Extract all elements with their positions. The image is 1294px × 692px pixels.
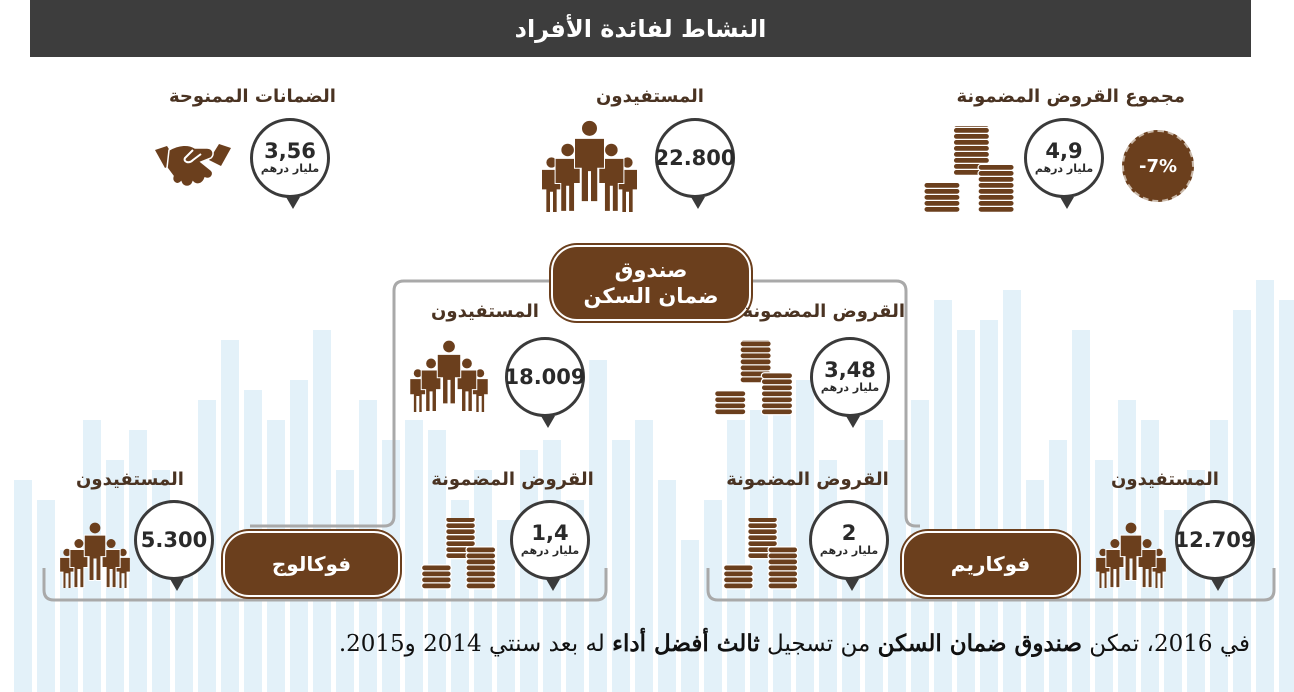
background-bar xyxy=(796,380,814,692)
fogaloge-loans-label: القروض المضمونة xyxy=(431,469,594,490)
change-value: -7% xyxy=(1138,155,1178,177)
fund-beneficiaries-bubble: 18.009 xyxy=(504,337,586,428)
fogarim-beneficiaries-bubble: 12.709 xyxy=(1174,500,1256,591)
background-bar xyxy=(704,500,722,692)
fogarim-loans-value: 2 xyxy=(841,520,857,545)
fogarim-name: فوكاريم xyxy=(950,552,1031,576)
background-bar xyxy=(1256,280,1274,692)
coins-icon xyxy=(722,518,799,590)
fogaloge-loans-value: 1,4 xyxy=(531,520,569,545)
fogarim-loans-unit: مليار درهم xyxy=(819,543,879,557)
page-title: النشاط لفائدة الأفراد xyxy=(30,0,1251,57)
fogaloge-beneficiaries-bubble: 5.300 xyxy=(134,500,214,591)
footer-bold1: صندوق ضمان السكن xyxy=(877,630,1082,657)
handshake-icon xyxy=(155,144,231,188)
fund-beneficiaries-value: 18.009 xyxy=(504,364,586,389)
people-icon xyxy=(542,120,637,212)
background-bar xyxy=(658,480,676,692)
fogarim-pill: فوكاريم xyxy=(902,531,1079,597)
fogarim-loans-bubble: 2 مليار درهم xyxy=(809,500,889,591)
background-bar xyxy=(1279,300,1294,692)
background-bar xyxy=(1233,310,1251,692)
background-bar xyxy=(428,430,446,692)
fogarim-loans-label: القروض المضمونة xyxy=(726,469,889,490)
fund-line2: ضمان السكن xyxy=(583,284,719,308)
fogaloge-loans-bubble: 1,4 مليار درهم xyxy=(510,500,590,591)
background-bar xyxy=(727,420,745,692)
fogarim-beneficiaries-value: 12.709 xyxy=(1174,527,1256,552)
change-badge: -7% xyxy=(1122,130,1194,202)
fund-line1: صندوق xyxy=(614,257,688,282)
background-bar xyxy=(635,420,653,692)
background-bar xyxy=(129,430,147,692)
fund-loans-bubble: 3,48 مليار درهم xyxy=(810,337,890,428)
total-loans-label: مجموع القروض المضمونة xyxy=(956,86,1185,107)
fogaloge-loans-unit: مليار درهم xyxy=(520,543,580,557)
fogaloge-name: فوكالوج xyxy=(271,552,352,576)
background-bar xyxy=(773,400,791,692)
background-bar xyxy=(612,440,630,692)
guarantees-label: الضمانات الممنوحة xyxy=(169,86,336,107)
people-icon xyxy=(60,522,130,588)
background-bar xyxy=(497,520,515,692)
total-loans-bubble: 4,9 مليار درهم xyxy=(1024,118,1104,209)
fund-beneficiaries-label: المستفيدون xyxy=(431,301,539,322)
background-bar xyxy=(221,340,239,692)
fogaloge-beneficiaries-value: 5.300 xyxy=(140,527,208,552)
top-beneficiaries-label: المستفيدون xyxy=(596,86,704,107)
fund-loans-label: القروض المضمونة xyxy=(742,301,905,322)
background-bar xyxy=(681,540,699,692)
fogaloge-pill: فوكالوج xyxy=(223,531,400,597)
footer-part2: من تسجيل xyxy=(759,631,878,657)
background-bar xyxy=(888,440,906,692)
fogarim-beneficiaries-label: المستفيدون xyxy=(1111,469,1219,490)
fogaloge-beneficiaries-label: المستفيدون xyxy=(76,469,184,490)
footer-bold2: ثالث أفضل أداء xyxy=(612,630,760,657)
total-loans-value: 4,9 xyxy=(1045,138,1083,163)
background-bar xyxy=(589,360,607,692)
footer-part3: له بعد سنتي 2014 و2015. xyxy=(338,631,613,657)
footer-part1: في 2016، تمكن xyxy=(1082,631,1250,657)
people-icon xyxy=(1096,522,1166,588)
coins-icon xyxy=(714,340,794,416)
coins-icon xyxy=(923,126,1015,213)
background-bar xyxy=(405,420,423,692)
people-icon xyxy=(410,340,488,412)
fund-pill: صندوق ضمان السكن xyxy=(551,245,751,321)
guarantees-value: 3,56 xyxy=(264,138,316,163)
footer-note: في 2016، تمكن صندوق ضمان السكن من تسجيل … xyxy=(339,630,1250,657)
top-beneficiaries-value: 22.800 xyxy=(654,145,736,170)
coins-icon xyxy=(420,518,497,590)
guarantees-unit: مليار درهم xyxy=(260,161,320,175)
background-bar xyxy=(14,480,32,692)
top-beneficiaries-bubble: 22.800 xyxy=(654,118,736,209)
guarantees-bubble: 3,56 مليار درهم xyxy=(250,118,330,209)
fund-loans-value: 3,48 xyxy=(824,357,876,382)
total-loans-unit: مليار درهم xyxy=(1034,161,1094,175)
fund-loans-unit: مليار درهم xyxy=(820,380,880,394)
